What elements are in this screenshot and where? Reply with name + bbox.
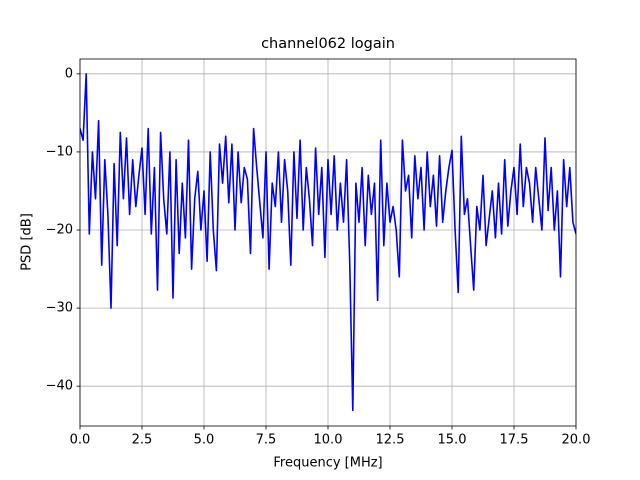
x-tick-label: 5.0	[194, 433, 215, 448]
x-tick-label: 17.5	[500, 433, 529, 448]
x-tick-label: 12.5	[376, 433, 405, 448]
data-line	[80, 73, 576, 412]
y-tick-label: −20	[46, 223, 73, 238]
x-tick-label: 15.0	[438, 433, 467, 448]
x-tick-label: 0.0	[70, 433, 91, 448]
x-axis-label: Frequency [MHz]	[273, 456, 382, 471]
y-tick-label: −30	[46, 301, 73, 316]
x-tick-label: 10.0	[314, 433, 343, 448]
x-tick-label: 20.0	[562, 433, 591, 448]
y-axis-label: PSD [dB]	[20, 213, 35, 271]
y-tick-label: −40	[46, 379, 73, 394]
x-tick-label: 7.5	[256, 433, 277, 448]
y-tick-label: −10	[46, 144, 73, 159]
plot-frame	[79, 58, 577, 427]
chart-title: channel062 logain	[261, 36, 395, 52]
y-tick-label: 0	[65, 66, 73, 81]
x-tick-label: 2.5	[132, 433, 153, 448]
